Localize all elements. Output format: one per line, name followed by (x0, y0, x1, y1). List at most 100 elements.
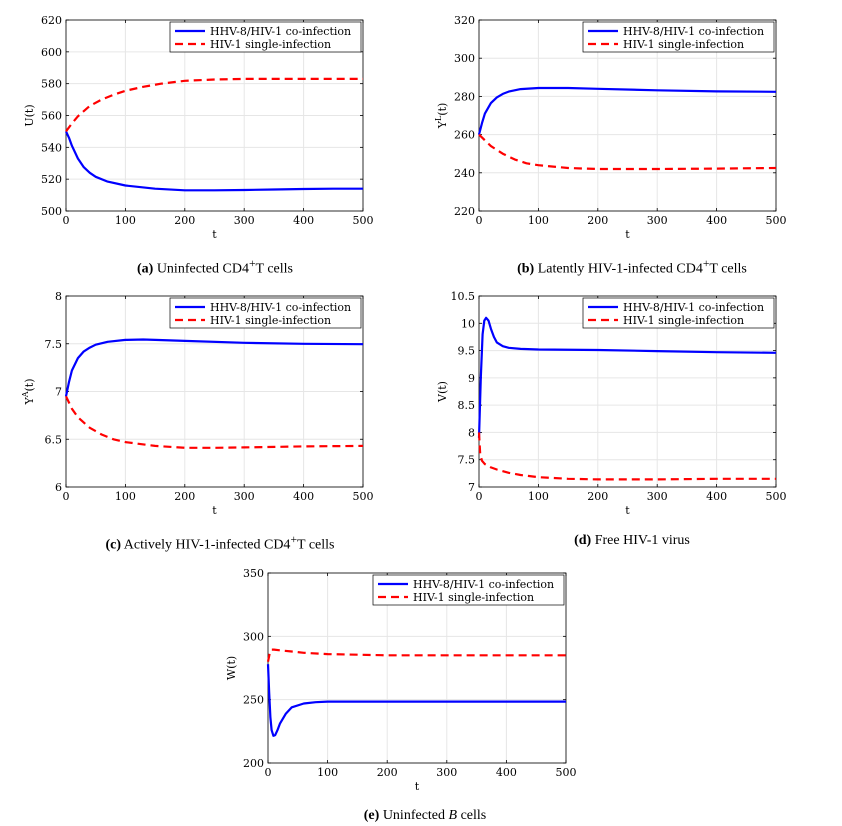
y-tick-label: 350 (243, 567, 264, 580)
y-tick-label: 7.5 (458, 454, 476, 467)
y-tick-label: 280 (454, 90, 475, 103)
x-tick-label: 0 (476, 490, 483, 503)
x-axis-label: t (625, 228, 630, 241)
x-tick-label: 100 (115, 214, 136, 227)
x-tick-label: 400 (293, 490, 314, 503)
y-tick-label: 8.5 (458, 399, 476, 412)
x-tick-label: 200 (587, 490, 608, 503)
caption-d: (d) Free HIV-1 virus (574, 533, 690, 548)
y-axis-label: YA(t) (21, 378, 36, 405)
series-coinfection-line (477, 86, 777, 135)
y-tick-label: 300 (454, 52, 475, 65)
y-tick-label: 10.5 (451, 290, 476, 303)
y-tick-label: 10 (461, 317, 475, 330)
caption-b: (b) Latently HIV-1-infected CD4+T cells (517, 257, 747, 277)
x-tick-label: 300 (436, 766, 457, 779)
series-single-line (478, 133, 777, 171)
y-axis-label: W(t) (225, 656, 238, 680)
x-tick-label: 400 (706, 214, 727, 227)
y-tick-label: 7 (55, 386, 62, 399)
y-tick-label: 8 (55, 290, 62, 303)
y-tick-label: 580 (41, 78, 62, 91)
legend-box (372, 574, 565, 606)
legend-single-label: HIV-1 single-infection (623, 38, 744, 51)
x-tick-label: 400 (293, 214, 314, 227)
x-tick-label: 100 (528, 490, 549, 503)
x-tick-label: 0 (265, 766, 272, 779)
x-tick-label: 200 (377, 766, 398, 779)
x-tick-label: 200 (174, 490, 195, 503)
y-tick-label: 540 (41, 141, 62, 154)
y-tick-label: 300 (243, 630, 264, 643)
y-tick-label: 260 (454, 129, 475, 142)
x-axis-label: t (415, 780, 420, 793)
x-axis-label: t (212, 504, 217, 517)
y-tick-label: 7 (468, 481, 475, 494)
legend-box (582, 21, 775, 53)
x-tick-label: 400 (496, 766, 517, 779)
y-tick-label: 200 (243, 757, 264, 770)
x-tick-label: 500 (556, 766, 577, 779)
series-coinfection-line (266, 664, 566, 737)
legend-box (169, 297, 362, 329)
legend-single-label: HIV-1 single-infection (623, 314, 744, 327)
y-axis-label: YL(t) (434, 103, 449, 130)
legend-coinfection-label: HHV-8/HIV-1 co-infection (210, 25, 351, 38)
y-tick-label: 620 (41, 14, 62, 27)
x-tick-label: 100 (115, 490, 136, 503)
legend-box (582, 297, 775, 329)
y-tick-label: 240 (454, 167, 475, 180)
y-tick-label: 7.5 (45, 338, 63, 351)
y-tick-label: 8 (468, 426, 475, 439)
x-tick-label: 300 (234, 214, 255, 227)
x-tick-label: 100 (528, 214, 549, 227)
y-tick-label: 560 (41, 110, 62, 123)
x-tick-label: 500 (766, 490, 787, 503)
y-tick-label: 9.5 (458, 345, 476, 358)
y-tick-label: 600 (41, 46, 62, 59)
legend-coinfection-label: HHV-8/HIV-1 co-infection (210, 301, 351, 314)
x-tick-label: 300 (647, 490, 668, 503)
chart-b: 0 100 200 300 400 500 220 240 260 280 300 320 t YL(t)… (434, 14, 787, 241)
chart-e: 0 100 200 300 400 500 200 250 300 350 t W(t) HHV-8/H… (225, 567, 577, 793)
chart-a: 0 100 200 300 400 500 500 520 540 560 580 600 620 t U(… (23, 14, 374, 241)
y-tick-label: 500 (41, 205, 62, 218)
legend-single-label: HIV-1 single-infection (413, 591, 534, 604)
y-tick-label: 220 (454, 205, 475, 218)
series-single-line (65, 77, 363, 133)
x-tick-label: 200 (174, 214, 195, 227)
x-tick-label: 300 (647, 214, 668, 227)
caption-e: (e) Uninfected B cells (363, 808, 487, 823)
legend-coinfection-label: HHV-8/HIV-1 co-infection (623, 301, 764, 314)
x-tick-label: 100 (317, 766, 338, 779)
x-axis-label: t (212, 228, 217, 241)
y-tick-label: 520 (41, 173, 62, 186)
y-tick-label: 250 (243, 694, 264, 707)
legend-single-label: HIV-1 single-infection (210, 314, 331, 327)
series-single-line (266, 648, 566, 662)
y-axis-label: U(t) (23, 104, 36, 126)
legend-coinfection-label: HHV-8/HIV-1 co-infection (413, 578, 554, 591)
chart-c: 0 100 200 300 400 500 6 6.5 7 7.5 8 t YA(t) HHV-8/HIV… (21, 290, 374, 517)
x-tick-label: 0 (476, 214, 483, 227)
y-tick-label: 6.5 (45, 433, 63, 446)
series-coinfection-line (477, 316, 777, 438)
series-coinfection-line (64, 338, 364, 397)
series-single-line (65, 395, 364, 449)
series-single-line (477, 432, 776, 481)
y-axis-label: V(t) (436, 381, 449, 403)
caption-a: (a) Uninfected CD4+T cells (136, 257, 294, 277)
legend-single-label: HIV-1 single-infection (210, 38, 331, 51)
x-tick-label: 500 (353, 490, 374, 503)
legend-box (169, 21, 362, 53)
y-tick-label: 6 (55, 481, 62, 494)
x-tick-label: 300 (234, 490, 255, 503)
caption-c: (c) Actively HIV-1-infected CD4+T cells (105, 533, 335, 553)
legend-coinfection-label: HHV-8/HIV-1 co-infection (623, 25, 764, 38)
x-tick-label: 0 (63, 214, 70, 227)
x-tick-label: 200 (587, 214, 608, 227)
y-tick-label: 320 (454, 14, 475, 27)
x-tick-label: 0 (63, 490, 70, 503)
y-tick-label: 9 (468, 372, 475, 385)
